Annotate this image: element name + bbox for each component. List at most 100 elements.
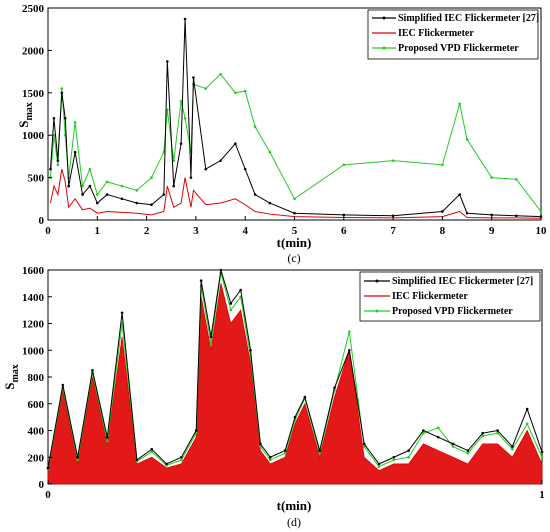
data-point-proposed-vpd-flickermeter	[293, 197, 296, 201]
data-point-simplified-iec-flickermeter-27	[135, 458, 139, 462]
data-point-simplified-iec-flickermeter-27	[179, 142, 183, 145]
data-point-simplified-iec-flickermeter-27	[465, 211, 469, 215]
data-point-simplified-iec-flickermeter-27	[239, 288, 242, 292]
data-point-simplified-iec-flickermeter-27	[52, 116, 56, 120]
y-tick-label: 800	[28, 372, 45, 384]
y-tick-label: 1600	[22, 265, 45, 277]
data-point-simplified-iec-flickermeter-27	[91, 369, 94, 372]
y-axis-label-main: S	[16, 121, 31, 128]
data-point-proposed-vpd-flickermeter	[515, 177, 518, 181]
data-point-simplified-iec-flickermeter-27	[303, 395, 307, 399]
data-point-simplified-iec-flickermeter-27	[283, 449, 287, 452]
data-point-proposed-vpd-flickermeter	[73, 121, 77, 124]
data-point-simplified-iec-flickermeter-27	[268, 201, 272, 205]
caption-c: (c)	[287, 251, 300, 265]
data-point-proposed-vpd-flickermeter	[342, 163, 346, 167]
data-point-proposed-vpd-flickermeter	[120, 184, 124, 188]
data-point-simplified-iec-flickermeter-27	[120, 311, 124, 315]
series-area-iec-flickermeter	[47, 283, 543, 485]
y-tick-label: 600	[28, 399, 45, 411]
y-tick-label: 1400	[22, 292, 45, 304]
legend: Simplified IEC Flickermeter [27] IEC Fli…	[359, 271, 541, 322]
data-point-simplified-iec-flickermeter-27	[183, 17, 187, 21]
y-tick-label: 2000	[22, 45, 45, 57]
data-point-simplified-iec-flickermeter-27	[249, 348, 252, 352]
y-axis-label-sub: max	[24, 102, 35, 120]
data-point-simplified-iec-flickermeter-27	[165, 462, 168, 466]
chart-panel-c: 0 500 1000 1500 2000 2500 0 1 2 3 4 5 6 7 8 9 10 t(min)…	[16, 3, 547, 265]
svg-text:Smax: Smax	[2, 364, 21, 390]
series-line-simplified-iec-flickermeter-27	[49, 19, 542, 218]
data-point-simplified-iec-flickermeter-27	[56, 159, 60, 162]
y-tick-label: 1000	[22, 345, 45, 357]
data-point-simplified-iec-flickermeter-27	[392, 455, 396, 459]
data-point-simplified-iec-flickermeter-27	[333, 386, 336, 390]
data-point-simplified-iec-flickermeter-27	[525, 407, 529, 411]
data-point-simplified-iec-flickermeter-27	[120, 197, 124, 201]
data-point-simplified-iec-flickermeter-27	[162, 193, 166, 196]
y-tick-label: 1200	[22, 319, 45, 331]
data-point-simplified-iec-flickermeter-27	[515, 214, 518, 218]
data-point-simplified-iec-flickermeter-27	[61, 383, 65, 387]
data-point-simplified-iec-flickermeter-27	[209, 335, 213, 339]
data-point-proposed-vpd-flickermeter	[490, 176, 494, 179]
y-tick-label: 0	[39, 215, 45, 227]
data-point-proposed-vpd-flickermeter	[88, 167, 92, 171]
data-point-proposed-vpd-flickermeter	[496, 431, 499, 435]
data-point-proposed-vpd-flickermeter	[466, 451, 470, 455]
data-point-proposed-vpd-flickermeter	[76, 458, 79, 462]
x-axis-label: t(min)	[277, 235, 312, 250]
data-point-simplified-iec-flickermeter-27	[60, 91, 64, 95]
data-point-proposed-vpd-flickermeter	[135, 189, 139, 192]
legend-marker-vpd	[375, 309, 379, 313]
y-tick-label: 0	[39, 479, 45, 491]
data-point-simplified-iec-flickermeter-27	[441, 210, 444, 213]
data-point-simplified-iec-flickermeter-27	[219, 268, 223, 272]
x-tick-label: 0	[45, 225, 51, 237]
data-point-proposed-vpd-flickermeter	[458, 102, 461, 106]
x-tick-label: 4	[242, 225, 248, 237]
data-point-proposed-vpd-flickermeter	[179, 99, 183, 103]
data-point-proposed-vpd-flickermeter	[243, 89, 247, 93]
data-point-simplified-iec-flickermeter-27	[269, 455, 272, 459]
data-point-proposed-vpd-flickermeter	[150, 450, 154, 454]
data-point-simplified-iec-flickermeter-27	[150, 203, 153, 207]
y-tick-label: 500	[28, 173, 45, 185]
data-point-simplified-iec-flickermeter-27	[49, 167, 52, 171]
data-point-proposed-vpd-flickermeter	[81, 184, 84, 188]
data-point-proposed-vpd-flickermeter	[539, 210, 543, 213]
data-point-proposed-vpd-flickermeter	[377, 465, 381, 468]
data-point-proposed-vpd-flickermeter	[407, 455, 410, 459]
legend-label-iec: IEC Flickermeter	[392, 291, 468, 302]
legend-label-vpd: Proposed VPD Flickermeter	[398, 43, 519, 54]
y-tick-label: 400	[28, 426, 45, 438]
data-point-simplified-iec-flickermeter-27	[219, 159, 222, 162]
y-axis-label-sub: max	[10, 364, 21, 382]
data-point-simplified-iec-flickermeter-27	[105, 435, 109, 439]
data-point-proposed-vpd-flickermeter	[348, 330, 351, 333]
x-tick-label: 3	[193, 225, 199, 237]
y-tick-label: 1000	[22, 130, 45, 142]
data-point-simplified-iec-flickermeter-27	[105, 193, 109, 196]
data-point-simplified-iec-flickermeter-27	[342, 213, 346, 217]
data-point-simplified-iec-flickermeter-27	[466, 449, 470, 452]
data-point-proposed-vpd-flickermeter	[392, 458, 396, 462]
y-ticks: 0 200 400 600 800 1000 1200 1400 1600	[22, 265, 52, 491]
data-point-simplified-iec-flickermeter-27	[135, 201, 139, 205]
y-tick-label: 1500	[22, 88, 45, 100]
caption-d: (d)	[287, 515, 301, 529]
series-line-simplified-iec-flickermeter-27	[47, 269, 543, 469]
data-point-proposed-vpd-flickermeter	[436, 426, 440, 430]
data-point-proposed-vpd-flickermeter	[391, 159, 395, 162]
y-axis-label: Smax	[2, 364, 21, 390]
data-point-proposed-vpd-flickermeter	[525, 422, 529, 426]
data-point-simplified-iec-flickermeter-27	[199, 279, 203, 283]
data-point-proposed-vpd-flickermeter	[105, 439, 109, 443]
data-point-proposed-vpd-flickermeter	[229, 308, 233, 312]
data-point-proposed-vpd-flickermeter	[540, 455, 544, 459]
legend-label-simplified: Simplified IEC Flickermeter [27]	[392, 276, 533, 287]
data-point-proposed-vpd-flickermeter	[183, 116, 187, 120]
data-point-simplified-iec-flickermeter-27	[293, 211, 296, 215]
data-point-simplified-iec-flickermeter-27	[253, 193, 257, 196]
